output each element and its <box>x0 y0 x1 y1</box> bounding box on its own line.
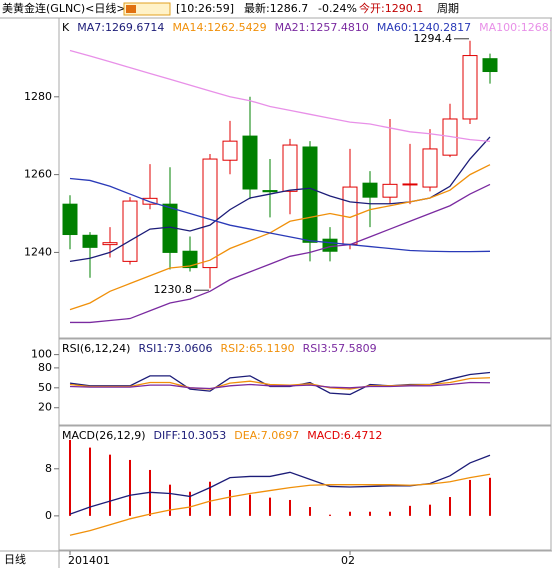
annotation-label: 1230.8 <box>154 283 193 296</box>
legend-entry: RSI1:73.0606 <box>138 342 212 355</box>
candle-body <box>462 55 478 120</box>
candle-body <box>182 250 198 269</box>
panel-label: K <box>62 21 70 34</box>
candle-body <box>362 182 378 198</box>
indicator-line <box>69 49 491 143</box>
quote-time: [10:26:59] <box>176 2 234 15</box>
candle-body <box>482 58 498 73</box>
legend-entry: MA100:1268.54 <box>479 21 552 34</box>
candle-body <box>62 203 78 236</box>
open-price: 今开:1290.1 <box>359 1 423 15</box>
latest-price: 最新:1286.7 <box>244 1 308 15</box>
y-tick-label: 20 <box>38 401 52 414</box>
x-tick-label: 201401 <box>68 554 110 567</box>
candle-body <box>222 140 238 161</box>
period-button[interactable]: 周期 <box>437 2 459 15</box>
candle-body <box>242 135 258 190</box>
legend-entry: RSI2:65.1190 <box>221 342 295 355</box>
panel-frame <box>58 17 552 339</box>
candle-body <box>322 238 338 252</box>
x-axis-label: 日线 <box>4 552 26 566</box>
y-tick-label: 0 <box>45 509 52 522</box>
legend-entry: MA21:1257.4810 <box>275 21 369 34</box>
y-tick-label: 50 <box>38 381 52 394</box>
candle-body <box>102 242 118 246</box>
legend-entry: DEA:7.0697 <box>234 429 299 442</box>
panel-frame <box>58 338 552 426</box>
candle-body <box>302 146 318 243</box>
candle-body <box>122 200 138 262</box>
legend-entry: MA7:1269.6714 <box>77 21 164 34</box>
legend-entry: MA60:1240.2817 <box>377 21 471 34</box>
y-tick-label: 1280 <box>24 90 52 103</box>
y-tick-label: 1240 <box>24 245 52 258</box>
indicator-line <box>69 377 491 390</box>
panel-label: MACD(26,12,9) <box>62 429 146 442</box>
candle-body <box>382 183 398 198</box>
indicator-line <box>70 183 491 324</box>
indicator-line <box>69 473 491 536</box>
y-tick-label: 1260 <box>24 168 52 181</box>
indicator-line <box>69 177 491 253</box>
indicator-line <box>69 381 491 390</box>
candle-body <box>82 234 98 248</box>
candle-body <box>262 190 278 193</box>
logo-mark <box>126 5 136 13</box>
y-tick-label: 80 <box>38 361 52 374</box>
candle-body <box>202 158 218 269</box>
indicator-line <box>69 164 491 311</box>
instrument-title: 美黄金连(GLNC)<日线> <box>2 1 126 15</box>
panel-frame <box>58 425 552 551</box>
legend-entry: MACD:6.4712 <box>307 429 382 442</box>
legend-entry: RSI3:57.5809 <box>303 342 377 355</box>
x-tick-label: 02 <box>341 554 355 567</box>
legend-entry: MA14:1262.5429 <box>172 21 266 34</box>
annotation-label: 1294.4 <box>414 32 453 45</box>
candle-body <box>422 148 438 188</box>
candle-body <box>402 183 418 186</box>
candle-body <box>282 144 298 192</box>
y-tick-label: 8 <box>45 462 52 475</box>
legend-entry: DIFF:10.3053 <box>154 429 227 442</box>
y-tick-label: 100 <box>31 348 52 361</box>
panel-label: RSI(6,12,24) <box>62 342 130 355</box>
price-change: -0.24% <box>318 2 357 15</box>
